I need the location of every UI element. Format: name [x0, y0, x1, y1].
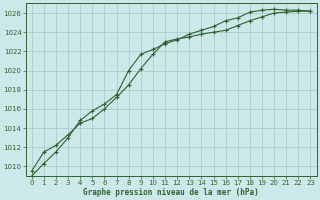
X-axis label: Graphe pression niveau de la mer (hPa): Graphe pression niveau de la mer (hPa) — [83, 188, 259, 197]
